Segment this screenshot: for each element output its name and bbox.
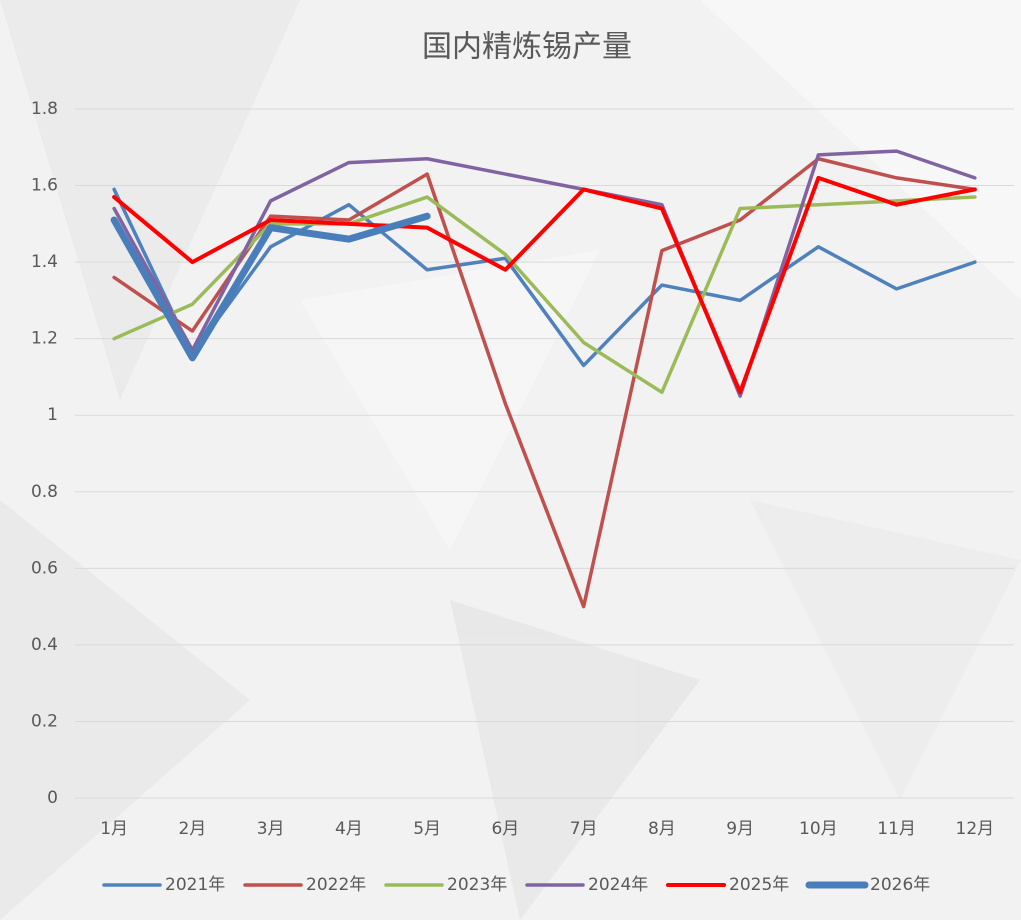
y-tick-label: 0.2 [31,711,58,731]
series-line [112,175,977,395]
legend-label: 2022年 [306,875,366,895]
y-tick-label: 0.8 [31,482,58,502]
legend-label: 2024年 [588,875,648,895]
x-tick-label: 2月 [178,819,206,839]
legend-label: 2026年 [870,875,930,895]
x-tick-label: 4月 [335,819,363,839]
series-line [112,195,977,395]
x-tick-label: 3月 [257,819,285,839]
x-tick-label: 10月 [799,819,838,839]
y-tick-label: 1.4 [31,252,58,272]
series-line [112,187,977,368]
legend-label: 2021年 [165,875,225,895]
y-tick-label: 1.6 [31,176,58,196]
y-tick-label: 0.6 [31,558,58,578]
legend-label: 2023年 [447,875,507,895]
x-tick-label: 8月 [648,819,676,839]
y-tick-label: 1.2 [31,329,58,349]
x-tick-label: 6月 [491,819,519,839]
y-tick-label: 1.8 [31,99,58,119]
x-tick-label: 1月 [100,819,128,839]
x-tick-label: 11月 [877,819,916,839]
legend-label: 2025年 [729,875,789,895]
x-tick-label: 5月 [413,819,441,839]
y-tick-label: 0 [47,788,58,808]
series-line [110,212,431,362]
y-tick-label: 1 [47,405,58,425]
x-tick-label: 9月 [726,819,754,839]
y-tick-label: 0.4 [31,635,58,655]
x-tick-label: 12月 [956,819,995,839]
chart-title: 国内精炼锡产量 [422,30,632,65]
x-tick-label: 7月 [570,819,598,839]
